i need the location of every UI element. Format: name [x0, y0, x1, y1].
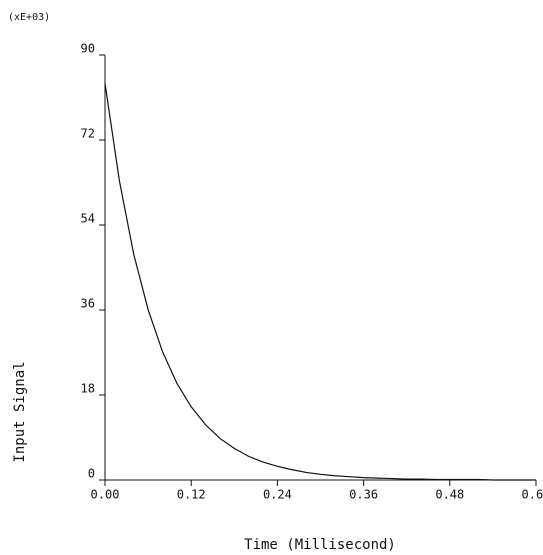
x-axis-label: Time (Millisecond) [244, 537, 396, 553]
y-axis-label: Input Signal [12, 361, 28, 462]
data-line [104, 83, 536, 481]
y-tick-label: 72 [81, 127, 95, 141]
y-tick-label: 18 [81, 382, 95, 396]
y-tick-label: 54 [81, 212, 95, 226]
y-multiplier: (xE+03) [8, 12, 50, 23]
x-tick-label: 0.24 [263, 488, 292, 502]
x-tick-label: 0.48 [435, 488, 464, 502]
x-tick-label: 0.12 [177, 488, 206, 502]
x-tick-label: 0.60 [522, 488, 543, 502]
y-tick-label: 0 [88, 467, 95, 481]
x-tick-label: 0.00 [91, 488, 120, 502]
y-tick-label: 36 [81, 297, 95, 311]
x-tick-label: 0.36 [349, 488, 378, 502]
y-tick-label: 90 [81, 42, 95, 56]
